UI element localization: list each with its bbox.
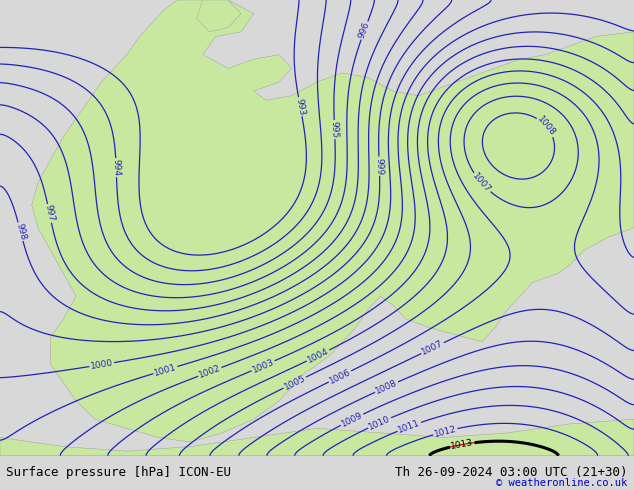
- Text: © weatheronline.co.uk: © weatheronline.co.uk: [496, 478, 628, 488]
- Text: 997: 997: [43, 204, 56, 223]
- Text: 1007: 1007: [420, 339, 445, 357]
- Text: 1002: 1002: [197, 364, 222, 380]
- Text: 993: 993: [294, 98, 306, 116]
- Text: 998: 998: [14, 222, 27, 241]
- Polygon shape: [32, 0, 634, 442]
- Polygon shape: [0, 419, 634, 456]
- Text: 994: 994: [112, 159, 121, 176]
- Text: 996: 996: [358, 21, 372, 40]
- Text: 1012: 1012: [433, 424, 458, 439]
- Text: 999: 999: [375, 157, 384, 175]
- Text: 1001: 1001: [153, 363, 178, 378]
- Text: 1010: 1010: [367, 414, 392, 432]
- Text: 1011: 1011: [397, 418, 422, 435]
- Text: 1000: 1000: [89, 358, 114, 371]
- Text: 1008: 1008: [536, 115, 557, 138]
- Text: 1004: 1004: [306, 346, 330, 365]
- Text: 1003: 1003: [251, 357, 275, 374]
- Text: 1005: 1005: [282, 373, 307, 392]
- Text: Surface pressure [hPa] ICON-EU: Surface pressure [hPa] ICON-EU: [6, 466, 231, 479]
- Text: 1009: 1009: [340, 411, 365, 429]
- Text: 995: 995: [330, 121, 339, 138]
- Text: 1013: 1013: [450, 438, 474, 451]
- Text: 1007: 1007: [470, 172, 493, 195]
- Text: 1006: 1006: [328, 368, 353, 386]
- Text: 1008: 1008: [374, 378, 399, 396]
- Text: Th 26-09-2024 03:00 UTC (21+30): Th 26-09-2024 03:00 UTC (21+30): [395, 466, 628, 479]
- Polygon shape: [197, 0, 241, 32]
